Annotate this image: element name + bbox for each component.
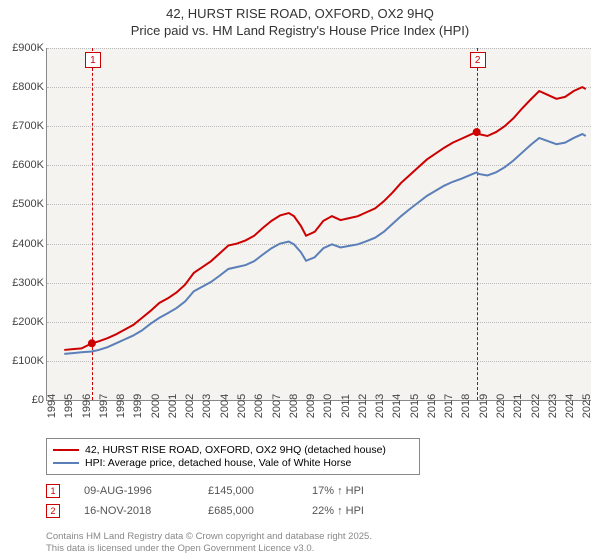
y-tick: £700K	[0, 120, 44, 132]
y-tick: £300K	[0, 277, 44, 289]
x-tick: 2012	[357, 394, 369, 418]
legend: 42, HURST RISE ROAD, OXFORD, OX2 9HQ (de…	[46, 438, 420, 475]
footer-attribution: Contains HM Land Registry data © Crown c…	[46, 531, 372, 554]
marker-label: 1	[85, 52, 101, 68]
x-tick: 2016	[426, 394, 438, 418]
x-tick: 1995	[63, 394, 75, 418]
marker-point	[88, 339, 96, 347]
x-tick: 2022	[530, 394, 542, 418]
x-tick: 2009	[305, 394, 317, 418]
y-tick: £600K	[0, 159, 44, 171]
y-tick: £200K	[0, 316, 44, 328]
x-tick: 1996	[81, 394, 93, 418]
x-tick: 2013	[374, 394, 386, 418]
y-tick: £500K	[0, 198, 44, 210]
x-tick: 2020	[495, 394, 507, 418]
x-tick: 2010	[322, 394, 334, 418]
x-tick: 2025	[581, 394, 593, 418]
table-marker-2: 2	[46, 504, 60, 518]
y-tick: £0	[0, 394, 44, 406]
title-line1: 42, HURST RISE ROAD, OXFORD, OX2 9HQ	[166, 6, 434, 21]
x-tick: 2002	[184, 394, 196, 418]
y-tick: £900K	[0, 42, 44, 54]
x-tick: 2006	[253, 394, 265, 418]
y-tick: £400K	[0, 238, 44, 250]
table-date-2: 16-NOV-2018	[84, 505, 184, 517]
series-line	[64, 134, 586, 354]
x-tick: 2011	[340, 394, 352, 418]
table-marker-1: 1	[46, 484, 60, 498]
x-tick: 2018	[460, 394, 472, 418]
x-tick: 1997	[98, 394, 110, 418]
x-tick: 2007	[271, 394, 283, 418]
x-tick: 2004	[219, 394, 231, 418]
legend-label-0: 42, HURST RISE ROAD, OXFORD, OX2 9HQ (de…	[85, 444, 386, 456]
x-tick: 2003	[201, 394, 213, 418]
legend-swatch-0	[53, 449, 79, 451]
table-price-2: £685,000	[208, 505, 288, 517]
title-line2: Price paid vs. HM Land Registry's House …	[131, 23, 469, 38]
series-line	[64, 87, 586, 350]
legend-label-1: HPI: Average price, detached house, Vale…	[85, 457, 351, 469]
table-pct-2: 22% ↑ HPI	[312, 505, 364, 517]
table-price-1: £145,000	[208, 485, 288, 497]
x-tick: 2023	[547, 394, 559, 418]
x-tick: 1999	[132, 394, 144, 418]
chart-lines	[47, 48, 591, 400]
x-tick: 2008	[288, 394, 300, 418]
x-tick: 2001	[167, 394, 179, 418]
x-tick: 2005	[236, 394, 248, 418]
legend-swatch-1	[53, 462, 79, 464]
x-tick: 1998	[115, 394, 127, 418]
x-tick: 2024	[564, 394, 576, 418]
marker-label: 2	[470, 52, 486, 68]
x-tick: 2000	[150, 394, 162, 418]
marker-point	[473, 128, 481, 136]
x-tick: 2021	[512, 394, 524, 418]
x-tick: 2017	[443, 394, 455, 418]
y-tick: £100K	[0, 355, 44, 367]
x-tick: 2014	[391, 394, 403, 418]
chart-title: 42, HURST RISE ROAD, OXFORD, OX2 9HQ Pri…	[0, 0, 600, 40]
x-tick: 2019	[478, 394, 490, 418]
transaction-table: 1 09-AUG-1996 £145,000 17% ↑ HPI 2 16-NO…	[46, 484, 364, 524]
table-pct-1: 17% ↑ HPI	[312, 485, 364, 497]
table-date-1: 09-AUG-1996	[84, 485, 184, 497]
chart-plot-area: 12	[46, 48, 591, 401]
x-tick: 2015	[409, 394, 421, 418]
y-tick: £800K	[0, 81, 44, 93]
x-tick: 1994	[46, 394, 58, 418]
